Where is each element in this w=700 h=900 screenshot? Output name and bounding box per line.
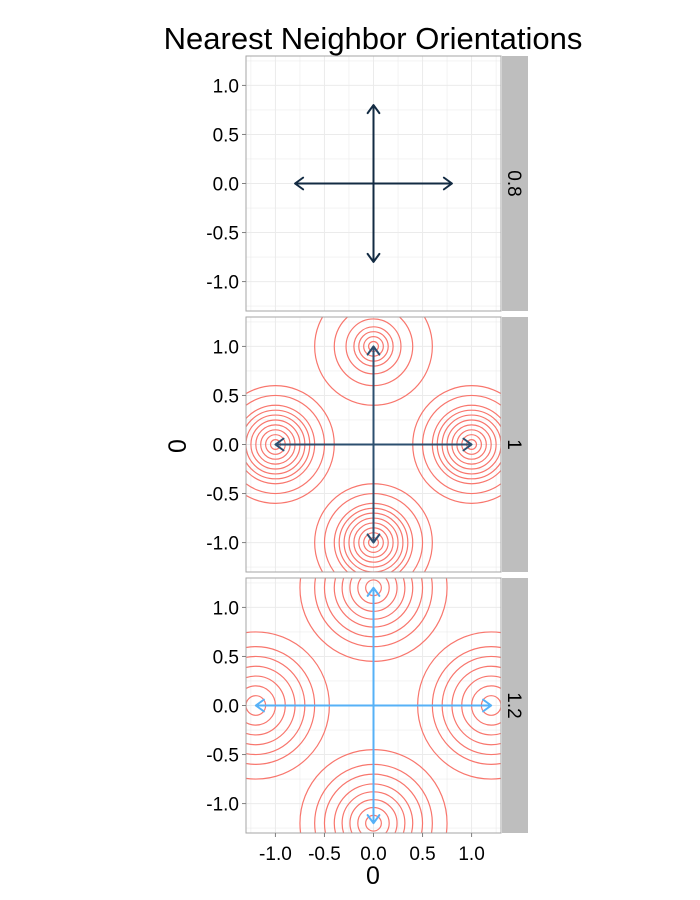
y-axis-label: 0 (164, 439, 192, 453)
facet-strip-label: 0.8 (503, 170, 524, 196)
arrow-head (366, 586, 381, 597)
arrow-head (294, 176, 305, 191)
x-tick-label: 0.0 (360, 844, 386, 865)
facet-strip (502, 578, 528, 833)
orientation-arrows (294, 104, 453, 263)
arrow-head (254, 698, 265, 713)
facet-panel-2: -1.0 -0.5 0.0 0.5 1.0 1.2 (206, 577, 528, 834)
arrow-head (274, 437, 285, 452)
y-tick-label: 1.0 (213, 76, 239, 97)
orientation-arrows (274, 345, 473, 544)
x-tick-label: -1.0 (259, 844, 292, 865)
y-tick-label: 0.0 (213, 175, 239, 196)
x-axis-label: 0 (366, 862, 380, 890)
y-tick-label: -1.0 (206, 795, 239, 816)
y-tick-label: -1.0 (206, 273, 239, 294)
facet-panel-1: -1.0 -0.5 0.0 0.5 1.0 1 (206, 316, 528, 573)
x-axis: -1.0 -0.5 0.0 0.5 1.0 (259, 833, 485, 865)
y-tick-label: -0.5 (206, 746, 239, 767)
y-tick-label: 0.5 (213, 125, 239, 146)
arrow-head (366, 104, 381, 115)
arrow-head (442, 176, 453, 191)
y-tick-label: 1.0 (213, 598, 239, 619)
y-tick-label: 1.0 (213, 337, 239, 358)
arrow-head (366, 814, 381, 825)
y-tick-label: -1.0 (206, 534, 239, 555)
y-tick-label: -0.5 (206, 224, 239, 245)
orientation-arrows (254, 586, 493, 825)
facet-panels: -1.0-0.50.00.51.00.8-1.0-0.50.00.51.01-1… (206, 55, 528, 834)
y-tick-label: 0.0 (213, 436, 239, 457)
x-tick-label: 0.5 (409, 844, 435, 865)
chart-title: Nearest Neighbor Orientations (164, 21, 583, 56)
facet-panel-0: -1.0 -0.5 0.0 0.5 1.0 0.8 (206, 55, 528, 312)
arrow-head (462, 437, 473, 452)
facet-strip (502, 56, 528, 311)
x-tick-label: -0.5 (308, 844, 341, 865)
y-tick-label: -0.5 (206, 485, 239, 506)
arrow-head (366, 533, 381, 544)
facet-strip-label: 1 (503, 439, 524, 450)
y-tick-label: 0.5 (213, 386, 239, 407)
y-tick-label: 0.0 (213, 697, 239, 718)
x-tick-label: 1.0 (458, 844, 484, 865)
arrow-head (366, 345, 381, 356)
arrow-head (366, 252, 381, 263)
facet-strip-label: 1.2 (503, 692, 524, 718)
arrow-head (482, 698, 493, 713)
y-tick-label: 0.5 (213, 647, 239, 668)
facet-strip (502, 317, 528, 572)
